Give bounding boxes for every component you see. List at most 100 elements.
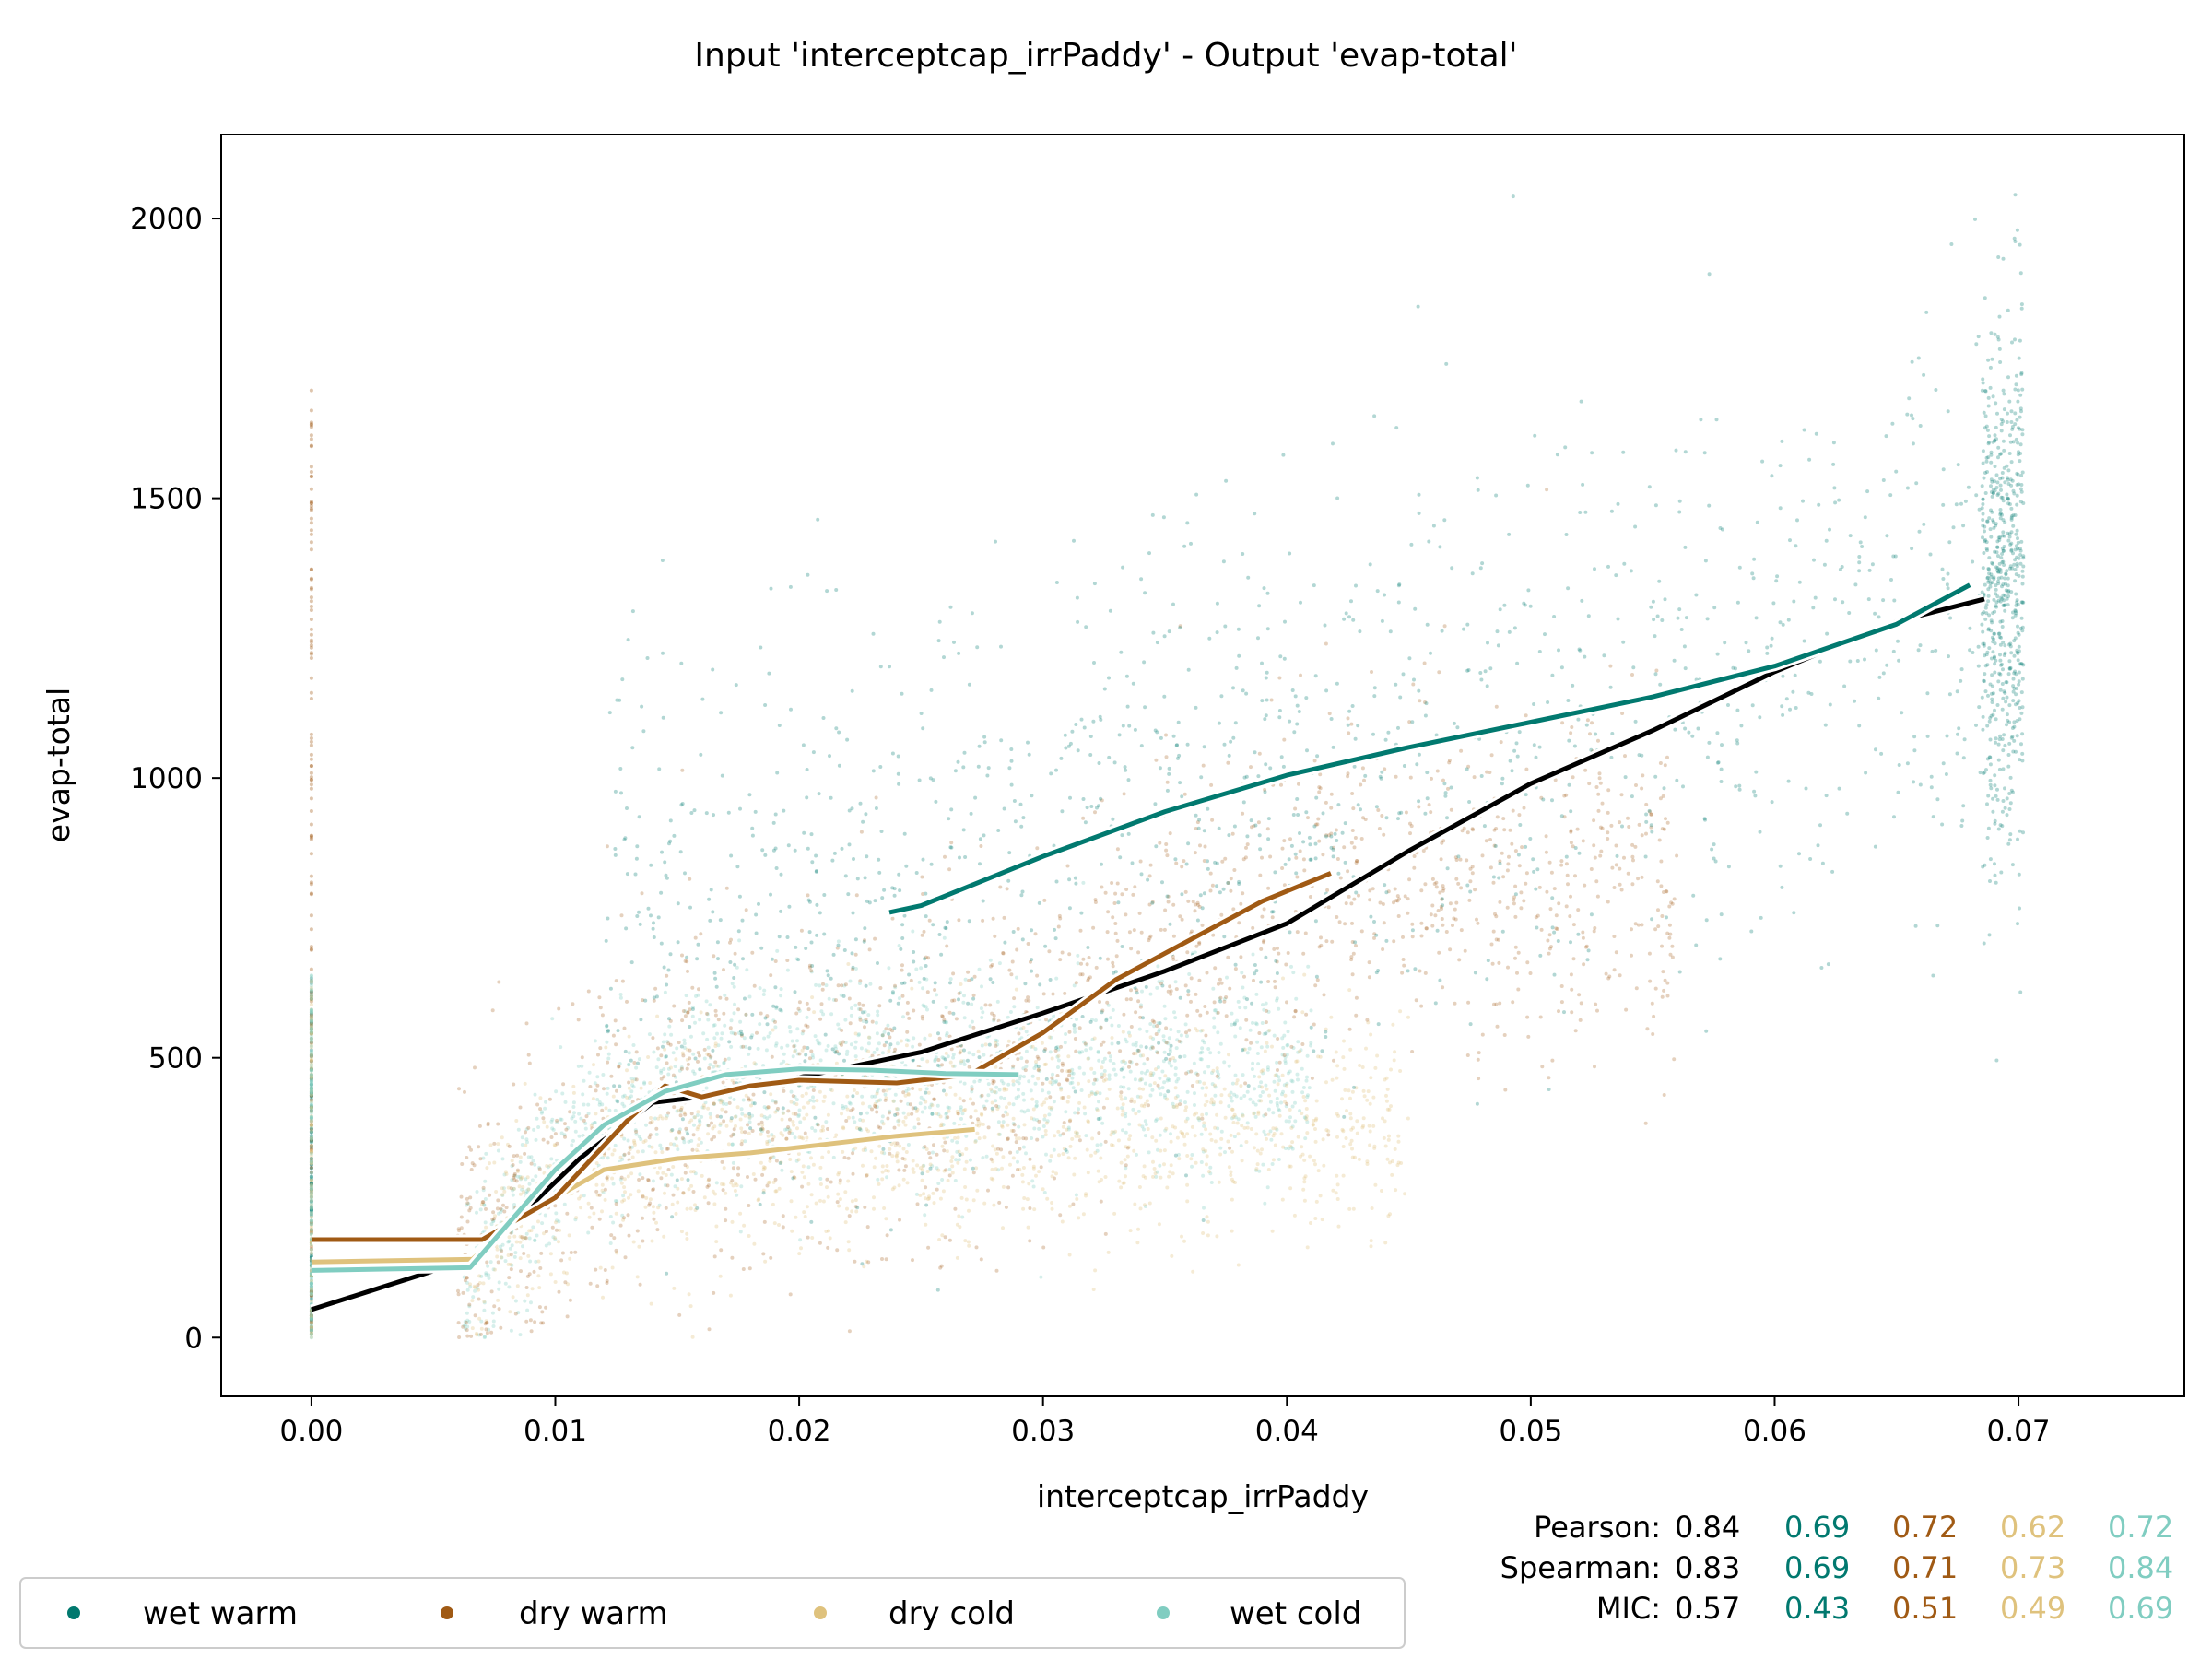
scatter-point	[1941, 577, 1946, 581]
scatter-point	[1169, 1064, 1173, 1068]
scatter-point	[1286, 951, 1290, 955]
scatter-point	[1159, 1116, 1163, 1121]
scatter-point	[506, 1240, 511, 1244]
scatter-point	[1086, 1056, 1090, 1061]
scatter-point	[1013, 1133, 1018, 1137]
scatter-point	[994, 1268, 999, 1273]
scatter-point	[951, 971, 956, 976]
scatter-point	[739, 1184, 744, 1189]
scatter-point	[1263, 1049, 1267, 1053]
scatter-point	[529, 1161, 534, 1166]
scatter-point	[802, 1045, 806, 1050]
scatter-point	[858, 1007, 863, 1012]
scatter-point	[1261, 1003, 1265, 1007]
scatter-point	[1524, 793, 1528, 797]
scatter-point	[1111, 1143, 1115, 1147]
scatter-point	[846, 1115, 851, 1120]
scatter-point	[649, 1116, 653, 1120]
scatter-point	[971, 1171, 976, 1175]
scatter-point	[765, 1116, 770, 1121]
scatter-point	[1135, 1241, 1140, 1245]
scatter-point	[1569, 841, 1573, 845]
scatter-point	[729, 1118, 734, 1123]
scatter-point	[1249, 1041, 1253, 1045]
scatter-point	[1146, 1069, 1149, 1073]
scatter-point	[947, 1238, 952, 1242]
scatter-point	[1311, 1123, 1315, 1127]
scatter-point	[741, 1267, 746, 1271]
scatter-point	[679, 1230, 684, 1234]
scatter-point	[1077, 1026, 1082, 1030]
scatter-point	[1201, 1231, 1206, 1235]
scatter-point	[532, 1127, 536, 1132]
scatter-point	[706, 1106, 711, 1111]
scatter-point	[1661, 970, 1665, 974]
scatter-point	[1159, 982, 1163, 986]
scatter-point	[918, 1101, 923, 1106]
scatter-point	[690, 1335, 695, 1339]
scatter-point	[1228, 1146, 1232, 1150]
scatter-point	[1001, 1184, 1006, 1189]
scatter-point	[496, 1198, 500, 1203]
scatter-point	[972, 1079, 977, 1084]
scatter-point	[973, 1138, 978, 1143]
scatter-point	[1324, 1027, 1328, 1031]
scatter-point	[1044, 1152, 1048, 1157]
scatter-point	[1324, 800, 1328, 805]
scatter-point	[527, 1236, 532, 1241]
scatter-point	[1658, 796, 1663, 801]
scatter-point	[1239, 955, 1243, 959]
scatter-point	[582, 1194, 586, 1198]
scatter-point	[994, 1104, 999, 1108]
scatter-point	[1433, 913, 1438, 918]
scatter-point	[924, 1185, 928, 1190]
scatter-point	[1268, 1129, 1273, 1134]
scatter-point	[697, 1053, 701, 1058]
scatter-point	[1159, 1175, 1163, 1180]
scatter-point	[982, 1053, 986, 1057]
scatter-point	[1441, 884, 1445, 888]
scatter-point	[486, 1121, 490, 1125]
scatter-point	[657, 1203, 662, 1207]
scatter-point	[1508, 828, 1512, 832]
scatter-point	[628, 1147, 632, 1152]
scatter-point	[793, 1043, 797, 1048]
scatter-point	[1066, 1095, 1071, 1099]
scatter-point	[1750, 703, 1755, 708]
scatter-point	[940, 1014, 945, 1018]
scatter-point	[652, 1187, 655, 1192]
scatter-point	[637, 1135, 641, 1139]
scatter-point	[608, 1215, 613, 1218]
scatter-point	[1280, 1036, 1285, 1041]
scatter-point	[1322, 993, 1326, 997]
scatter-point	[947, 1167, 952, 1171]
scatter-point	[524, 1137, 529, 1142]
scatter-point	[1546, 938, 1550, 943]
scatter-point	[819, 1009, 824, 1014]
scatter-point	[1982, 551, 1986, 555]
scatter-point	[632, 1140, 637, 1145]
scatter-point	[524, 1286, 529, 1289]
scatter-point	[1257, 1084, 1262, 1088]
scatter-point	[753, 1062, 758, 1066]
scatter-point	[750, 1113, 755, 1118]
scatter-point	[1660, 994, 1665, 999]
scatter-point	[780, 1168, 784, 1172]
scatter-point	[906, 1039, 911, 1043]
scatter-point	[477, 1333, 481, 1337]
scatter-point	[1477, 1077, 1481, 1081]
scatter-point	[593, 1121, 597, 1124]
scatter-point	[1154, 1174, 1159, 1179]
scatter-point	[951, 1055, 956, 1060]
scatter-point	[1284, 1104, 1288, 1109]
scatter-point	[1826, 962, 1830, 967]
scatter-point	[1218, 890, 1222, 895]
scatter-point	[1398, 1069, 1403, 1073]
scatter-point	[1107, 1077, 1112, 1081]
scatter-point	[720, 1159, 724, 1164]
scatter-point	[747, 1114, 752, 1119]
scatter-point	[1042, 1063, 1047, 1066]
scatter-point	[1579, 399, 1583, 404]
scatter-point	[1138, 1095, 1143, 1100]
scatter-point	[1171, 1171, 1175, 1176]
